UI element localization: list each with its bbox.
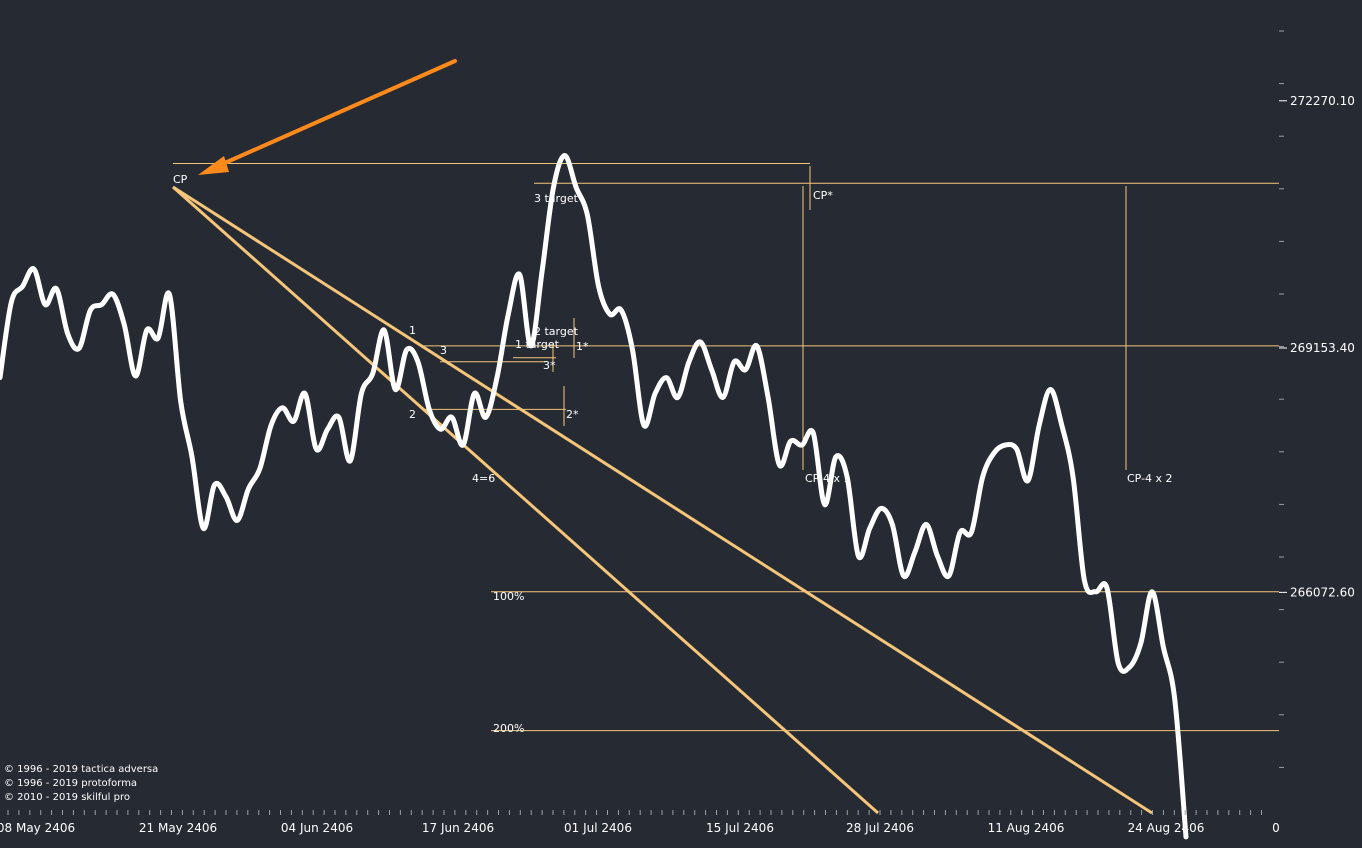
- x-tick-label-3: 17 Jun 2406: [422, 821, 494, 835]
- level-label-1: 2 target: [534, 325, 579, 338]
- copyright-skilful: © 2010 - 2019 skilful pro: [4, 792, 130, 803]
- x-tick-label-9: 0: [1272, 821, 1280, 835]
- copyright-tactica: © 1996 - 2019 tactica adversa: [4, 764, 159, 775]
- level-label-3: 100%: [493, 590, 524, 603]
- annotation-label-7: 3*: [543, 359, 556, 372]
- copyright-protoforma: © 1996 - 2019 protoforma: [4, 778, 138, 789]
- x-tick-label-1: 21 May 2406: [139, 821, 217, 835]
- fan-line-steep: [172, 185, 879, 815]
- y-axis: 272270.10 269153.40 266072.60: [1279, 30, 1355, 768]
- arrow-head: [198, 156, 229, 175]
- y-tick-label-2: 266072.60: [1290, 585, 1355, 599]
- arrow-icon: [198, 59, 457, 175]
- price-line: [0, 153, 1189, 840]
- level-lines: [173, 162, 1279, 732]
- level-label-4: 200%: [493, 722, 524, 735]
- annotation-label-2: 1: [409, 324, 416, 337]
- level-label-2: 1 target: [515, 338, 560, 351]
- x-tick-label-7: 11 Aug 2406: [988, 821, 1065, 835]
- annotation-label-0: CP: [173, 173, 188, 186]
- x-tick-label-2: 04 Jun 2406: [281, 821, 353, 835]
- annotation-label-3: 1*: [576, 340, 589, 353]
- x-tick-label-0: 08 May 2406: [0, 821, 75, 835]
- annotations: CP CP* 1 1* 2 2* 3 3* 4=6 CP-4 x 1 CP-4 x 2 3 targe…: [173, 173, 1173, 735]
- annotation-label-1: CP*: [813, 189, 833, 202]
- annotation-label-6: 3: [440, 344, 447, 357]
- x-tick-label-5: 15 Jul 2406: [706, 821, 774, 835]
- arrow-shaft: [216, 59, 457, 168]
- y-tick-label-0: 272270.10: [1290, 94, 1355, 108]
- annotation-label-5: 2*: [566, 408, 579, 421]
- y-tick-label-1: 269153.40: [1290, 341, 1355, 355]
- x-tick-label-4: 01 Jul 2406: [564, 821, 632, 835]
- annotation-label-4: 2: [409, 408, 416, 421]
- level-label-0: 3 target: [534, 192, 579, 205]
- annotation-label-8: 4=6: [472, 472, 495, 485]
- x-axis: 08 May 2406 21 May 2406 04 Jun 2406 17 Jun …: [0, 810, 1280, 835]
- x-tick-label-6: 28 Jul 2406: [846, 821, 914, 835]
- fan-line-shallow: [172, 185, 1153, 815]
- annotation-label-9: CP-4 x 1: [805, 472, 851, 485]
- annotation-label-10: CP-4 x 2: [1127, 472, 1173, 485]
- fan-lines: [172, 185, 1153, 815]
- x-tick-label-8: 24 Aug 2406: [1128, 821, 1205, 835]
